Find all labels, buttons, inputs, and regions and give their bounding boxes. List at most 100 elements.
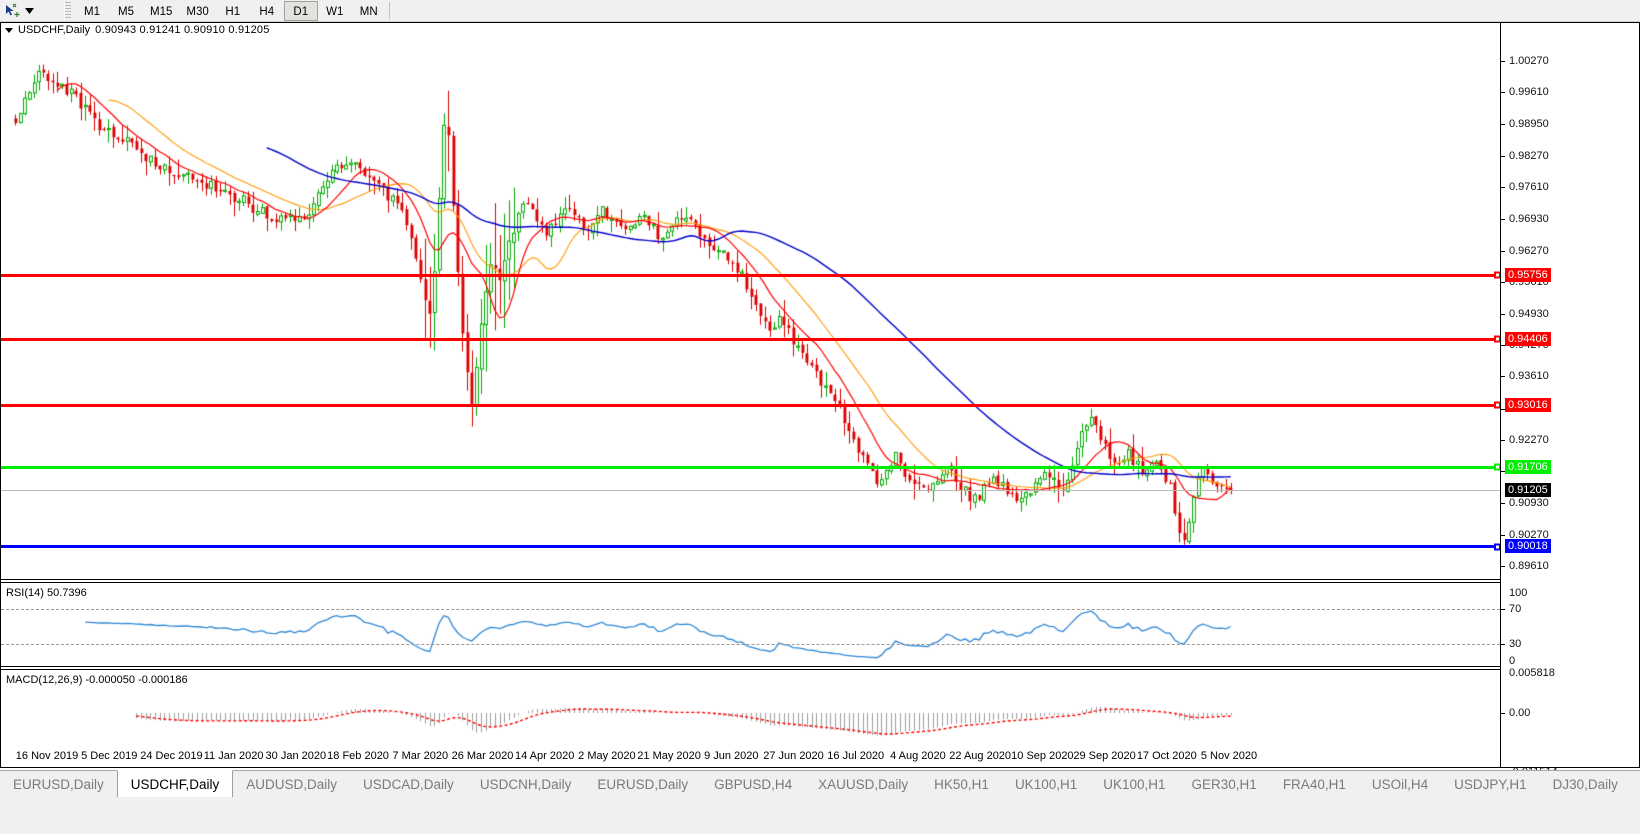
price-tick — [1501, 471, 1505, 473]
rsi-scale-label: 100 — [1509, 587, 1528, 599]
price-level-badge-resistance-1[interactable]: 0.95756 — [1505, 267, 1551, 282]
pane-divider-2b — [1, 669, 1639, 670]
price-tick-label: 0.92270 — [1509, 433, 1549, 446]
price-tick-label: 0.90930 — [1509, 497, 1549, 510]
price-tick — [1501, 92, 1505, 94]
date-axis-label: 22 Aug 2020 — [949, 750, 1012, 762]
timeframe-button-mn[interactable]: MN — [359, 5, 378, 18]
price-tick — [1501, 313, 1505, 315]
timeframe-button-d1[interactable]: D1 — [283, 0, 318, 21]
price-tick-label: 0.93610 — [1509, 370, 1549, 383]
price-tick — [1501, 281, 1505, 283]
chart-tab-china300-h1[interactable]: CHINA300,H1 — [1630, 771, 1640, 797]
chart-tab-ger30-h1[interactable]: GER30,H1 — [1178, 771, 1270, 797]
price-level-badge-resistance-3[interactable]: 0.93016 — [1505, 397, 1551, 412]
rsi-level-70-line — [1, 609, 1500, 610]
timeframe-button-w1[interactable]: W1 — [326, 5, 344, 18]
macd-indicator-label: MACD(12,26,9) -0.000050 -0.000186 — [6, 674, 188, 686]
chart-tab-fra40-h1[interactable]: FRA40,H1 — [1269, 771, 1359, 797]
price-scale[interactable]: 1.00270 0.99610 0.98950 0.98270 0.97610 0.969… — [1500, 23, 1639, 778]
date-axis-label: 21 May 2020 — [637, 750, 701, 762]
rsi-scale-label: 70 — [1509, 603, 1522, 615]
date-axis-label: 30 Jan 2020 — [265, 750, 327, 762]
level-line-resistance-1[interactable] — [1, 271, 1501, 279]
chart-header: USDCHF,Daily 0.90943 0.91241 0.90910 0.9… — [1, 23, 1639, 37]
macd-pane[interactable]: MACD(12,26,9) -0.000050 -0.000186 — [1, 670, 1501, 749]
timeframe-button-m15[interactable]: M15 — [150, 5, 173, 18]
chart-tab-usoil-h4[interactable]: USOil,H4 — [1358, 771, 1442, 797]
chart-canvas-area[interactable]: USDCHF,Daily 0.90943 0.91241 0.90910 0.9… — [0, 22, 1640, 778]
price-tick — [1501, 61, 1505, 63]
macd-canvas — [1, 670, 1501, 749]
timeframe-button-m1[interactable]: M1 — [84, 5, 100, 18]
chart-tab-hk50-h1[interactable]: HK50,H1 — [921, 771, 1002, 797]
price-tick-label: 1.00270 — [1509, 55, 1549, 68]
chart-symbol-period: USDCHF,Daily — [18, 24, 91, 36]
price-tick — [1501, 187, 1505, 189]
price-tick — [1501, 250, 1505, 252]
rsi-scale-label: 30 — [1509, 638, 1522, 650]
date-axis-label: 10 Sep 2020 — [1011, 750, 1074, 762]
level-line-resistance-2[interactable] — [1, 335, 1501, 343]
level-line-resistance-3[interactable] — [1, 401, 1501, 409]
price-pane[interactable] — [1, 38, 1501, 579]
chart-tab-usdchf-daily[interactable]: USDCHF,Daily — [116, 770, 234, 797]
macd-scale-label: 0.00 — [1509, 707, 1531, 719]
triangle-down-icon[interactable] — [5, 27, 13, 33]
chart-tab-audusd-daily[interactable]: AUDUSD,Daily — [233, 771, 351, 797]
chart-tab-usdjpy-h1[interactable]: USDJPY,H1 — [1441, 771, 1540, 797]
price-level-badge-support-green[interactable]: 0.91706 — [1505, 459, 1551, 474]
price-level-badge-support-blue[interactable]: 0.90018 — [1505, 539, 1551, 554]
rsi-scale-tick — [1501, 644, 1505, 645]
chevron-down-icon[interactable] — [23, 2, 36, 20]
chart-tab-eurusd-daily[interactable]: EURUSD,Daily — [584, 771, 702, 797]
date-axis-label: 16 Nov 2019 — [15, 750, 79, 762]
price-tick — [1501, 155, 1505, 157]
pane-divider-1b — [1, 582, 1639, 583]
timeframe-button-h1[interactable]: H1 — [225, 5, 241, 18]
rsi-canvas — [1, 583, 1501, 666]
rsi-indicator-label: RSI(14) 50.7396 — [6, 587, 87, 599]
chart-tab-usdcad-daily[interactable]: USDCAD,Daily — [350, 771, 467, 797]
chart-tab-gbpusd-h4[interactable]: GBPUSD,H4 — [701, 771, 806, 797]
chart-tab-dj30-daily[interactable]: DJ30,Daily — [1539, 771, 1631, 797]
price-tick — [1501, 219, 1505, 221]
toolbar-separator — [388, 2, 390, 19]
timeframe-button-h4[interactable]: H4 — [259, 5, 275, 18]
level-line-support-blue[interactable] — [1, 543, 1501, 551]
crosshair-cursor-icon[interactable] — [3, 2, 21, 20]
price-tick-label: 0.98270 — [1509, 149, 1549, 162]
chart-tab-xauusd-daily[interactable]: XAUUSD,Daily — [805, 771, 922, 797]
toolbar: M1 M5 M15 M30 H1 H4 D1 W1 MN — [0, 0, 1640, 22]
candlestick-canvas — [1, 38, 1501, 579]
price-tick-label: 0.94930 — [1509, 307, 1549, 320]
macd-scale-label: 0.005818 — [1509, 667, 1555, 679]
date-axis-label: 5 Dec 2019 — [81, 750, 138, 762]
price-tick — [1501, 534, 1505, 536]
date-axis-label: 27 Jun 2020 — [763, 750, 824, 762]
chart-tab-uk100-h1[interactable]: UK100,H1 — [1090, 771, 1179, 797]
price-level-badge-last-price[interactable]: 0.91205 — [1505, 483, 1551, 498]
level-line-support-green[interactable] — [1, 463, 1501, 471]
price-tick-label: 0.98950 — [1509, 117, 1549, 130]
price-tick-label: 0.99610 — [1509, 86, 1549, 99]
date-axis-label: 7 Mar 2020 — [392, 750, 449, 762]
chart-ohlc-quote: 0.90943 0.91241 0.90910 0.91205 — [95, 24, 270, 36]
price-level-badge-resistance-2[interactable]: 0.94406 — [1505, 331, 1551, 346]
pane-divider-1 — [1, 579, 1639, 580]
rsi-pane[interactable]: RSI(14) 50.7396 — [1, 583, 1501, 666]
price-tick — [1501, 565, 1505, 567]
date-axis: 16 Nov 2019 5 Dec 2019 24 Dec 2019 11 Jan 2… — [1, 747, 1500, 767]
toolbar-drag-handle[interactable] — [64, 1, 71, 20]
price-tick-label: 0.90270 — [1509, 528, 1549, 541]
timeframe-button-m30[interactable]: M30 — [186, 5, 209, 18]
rsi-scale-tick — [1501, 609, 1505, 610]
chart-tab-usdcnh-daily[interactable]: USDCNH,Daily — [466, 771, 585, 797]
pane-divider-2 — [1, 666, 1639, 667]
timeframe-button-m5[interactable]: M5 — [118, 5, 134, 18]
chart-tab-uk100-h1[interactable]: UK100,H1 — [1001, 771, 1091, 797]
date-axis-label: 17 Oct 2020 — [1136, 750, 1197, 762]
chart-tab-bar: EURUSD,Daily USDCHF,Daily AUDUSD,Daily USDC… — [0, 770, 1640, 834]
chart-tab-eurusd-daily[interactable]: EURUSD,Daily — [0, 771, 117, 797]
date-axis-label: 26 Mar 2020 — [451, 750, 514, 762]
